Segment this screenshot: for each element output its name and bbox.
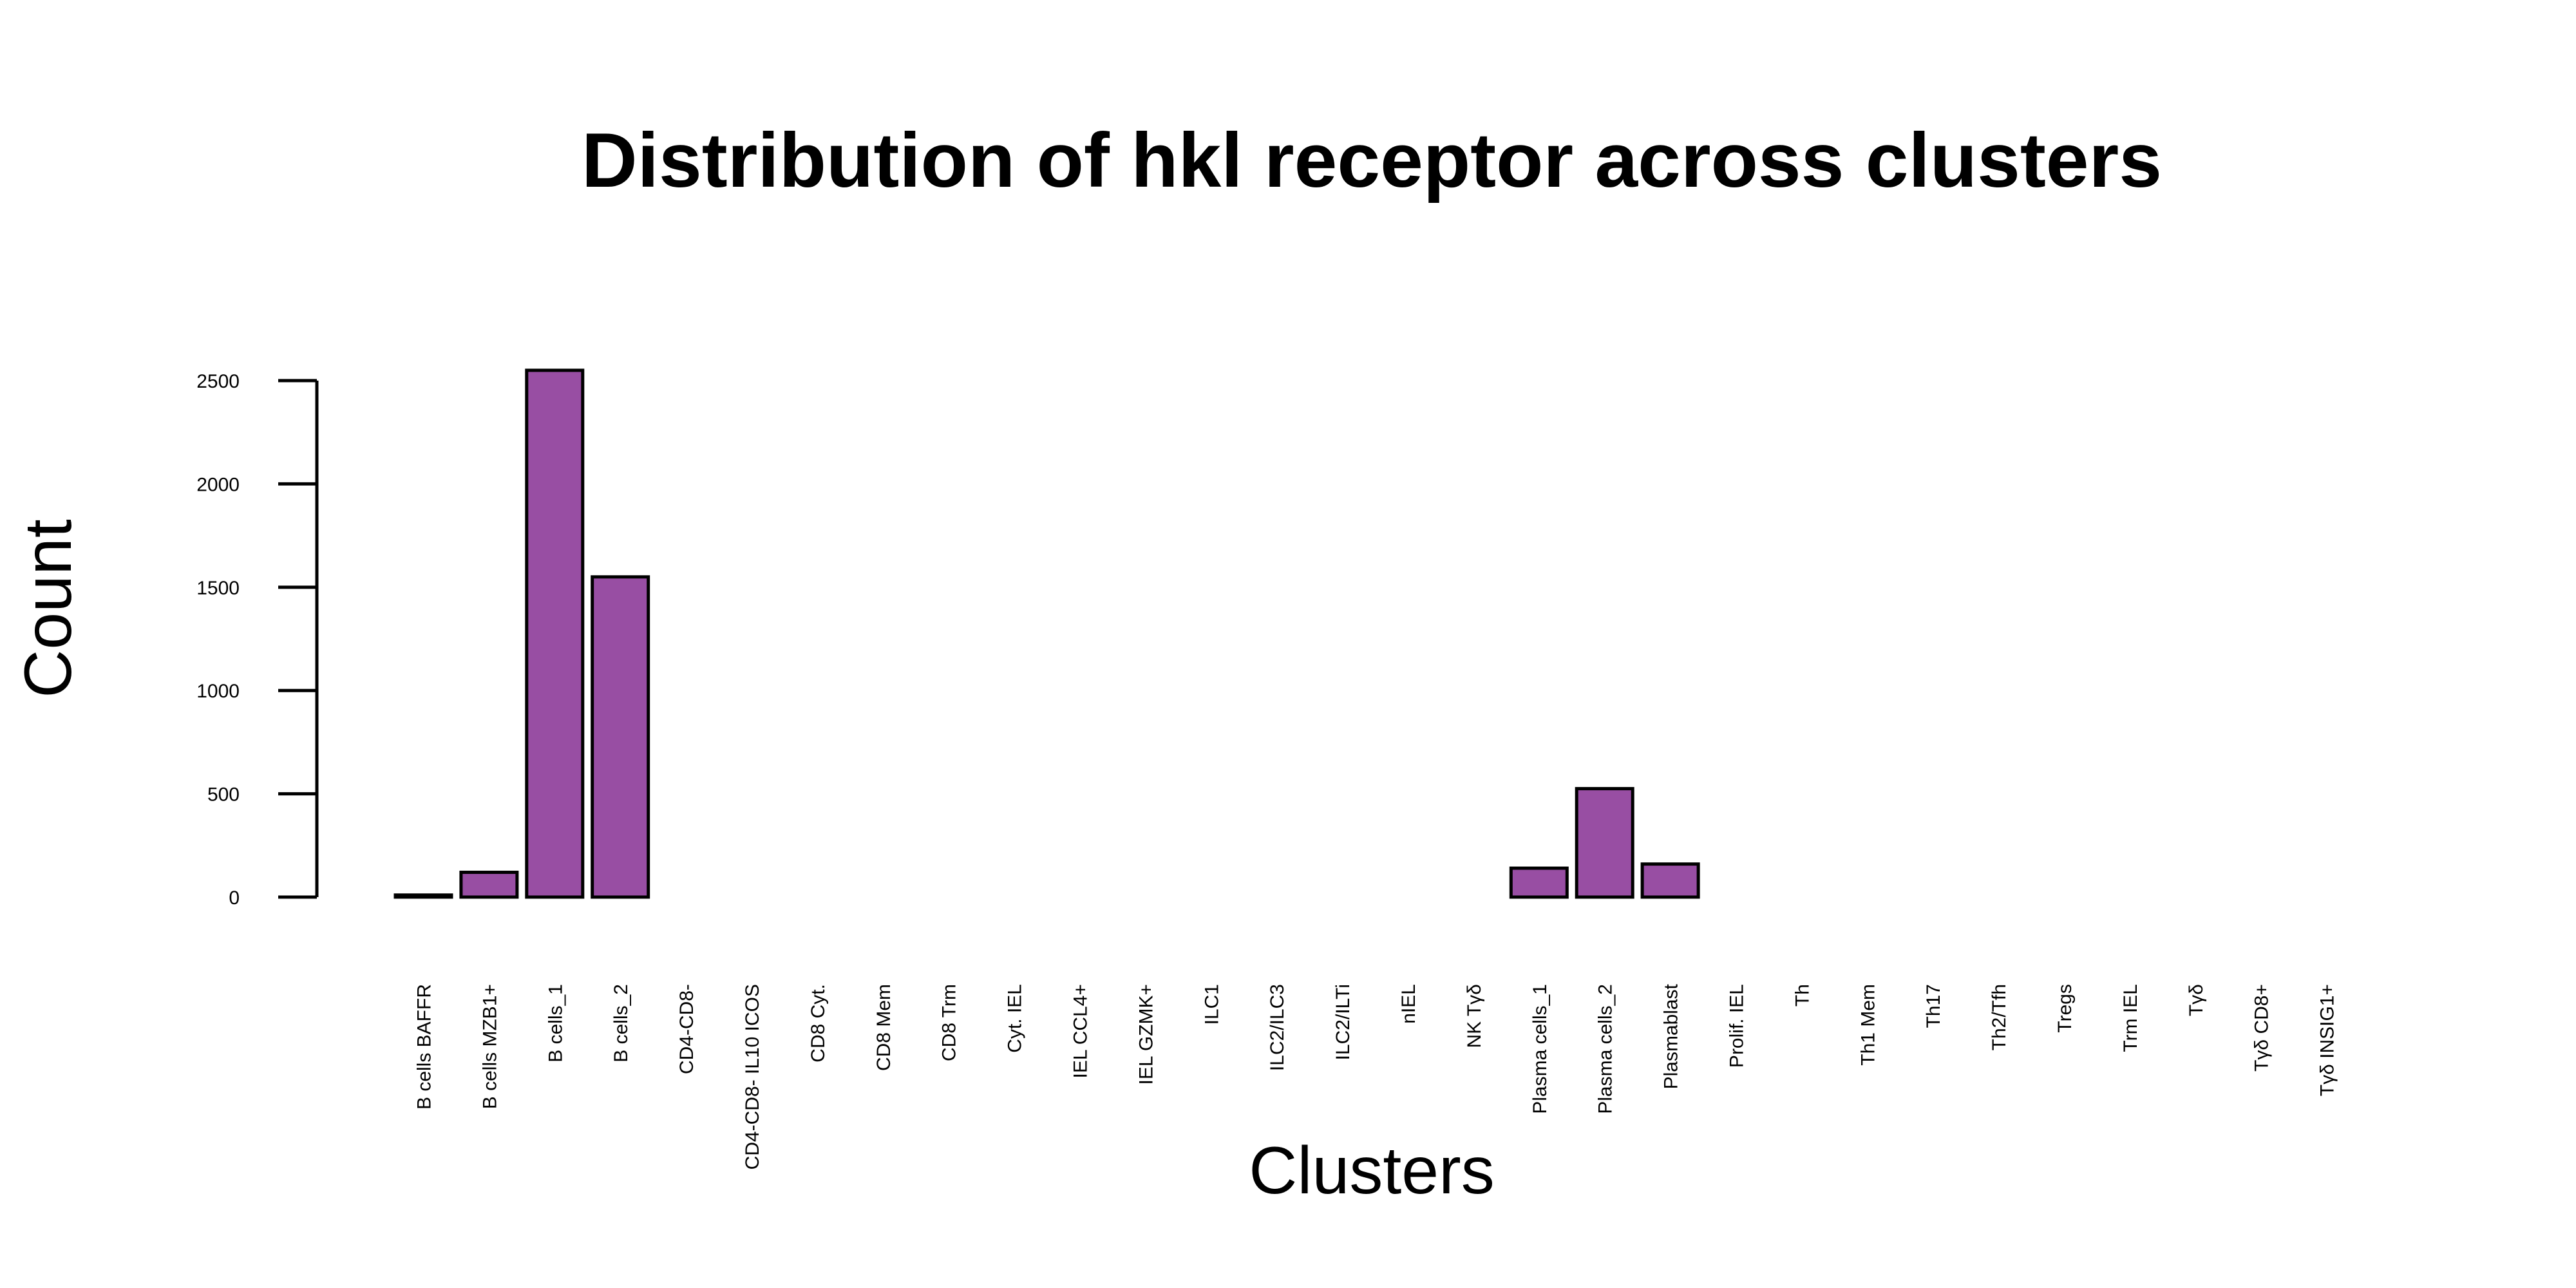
x-tick-label: Cyt. IEL bbox=[1005, 984, 1026, 1053]
x-tick-label: Plasmablast bbox=[1661, 983, 1682, 1089]
chart-title: Distribution of hkl receptor across clus… bbox=[582, 117, 2162, 204]
bar bbox=[1575, 787, 1634, 899]
y-tick-label: 0 bbox=[229, 887, 240, 909]
x-axis-label: Clusters bbox=[1249, 1133, 1494, 1208]
x-tick-label: B cells_2 bbox=[611, 984, 632, 1063]
x-tick-label: nIEL bbox=[1398, 984, 1419, 1024]
x-tick-label: CD4-CD8- IL10 ICOS bbox=[742, 984, 763, 1170]
x-tick-label: Plasma cells_1 bbox=[1530, 984, 1551, 1114]
y-tick-label: 1000 bbox=[196, 681, 240, 702]
x-tick-label: IEL GZMK+ bbox=[1135, 984, 1157, 1084]
y-tick-label: 2500 bbox=[196, 371, 240, 392]
x-tick-label: Tγδ INSIG1+ bbox=[2317, 984, 2338, 1096]
x-tick-label: B cells MZB1+ bbox=[479, 984, 500, 1109]
x-tick-label: B cells_1 bbox=[545, 984, 566, 1063]
x-tick-label: CD8 Mem bbox=[873, 984, 895, 1071]
x-tick-label: ILC2/ILC3 bbox=[1267, 984, 1288, 1071]
x-tick-label: NK Tγδ bbox=[1464, 984, 1485, 1048]
x-tick-label: Prolif. IEL bbox=[1727, 984, 1748, 1068]
y-tick-label: 500 bbox=[207, 784, 240, 806]
x-tick-label: Plasma cells_2 bbox=[1595, 984, 1616, 1114]
x-tick-label: Tγδ CD8+ bbox=[2251, 984, 2273, 1072]
bar bbox=[1640, 862, 1700, 899]
x-axis-labels: B cells BAFFR B cells MZB1+ B cells_1 B cel… bbox=[414, 983, 2338, 1170]
x-tick-label: Tγδ bbox=[2186, 984, 2207, 1016]
bar bbox=[459, 871, 519, 899]
x-tick-label: CD4-CD8- bbox=[676, 984, 697, 1074]
x-tick-label: Trm IEL bbox=[2120, 984, 2141, 1052]
bars bbox=[393, 368, 1700, 899]
x-tick-label: ILC1 bbox=[1201, 984, 1222, 1025]
bar bbox=[525, 368, 585, 899]
bar bbox=[393, 893, 453, 899]
x-tick-label: Th bbox=[1792, 984, 1813, 1007]
y-axis-label: Count bbox=[11, 519, 86, 698]
x-tick-label: ILC2/ILTi bbox=[1332, 984, 1354, 1060]
x-tick-label: CD8 Cyt. bbox=[808, 984, 829, 1063]
x-tick-label: IEL CCL4+ bbox=[1070, 984, 1092, 1078]
bar bbox=[591, 575, 650, 899]
y-axis: 0 500 1000 1500 2000 2500 bbox=[196, 371, 319, 909]
bar bbox=[1509, 866, 1569, 899]
x-tick-label: Th1 Mem bbox=[1857, 984, 1879, 1066]
x-tick-label: CD8 Trm bbox=[939, 984, 960, 1061]
y-tick-label: 2000 bbox=[196, 474, 240, 495]
x-tick-label: Th17 bbox=[1923, 984, 1944, 1028]
y-tick-label: 1500 bbox=[196, 578, 240, 599]
x-tick-label: Th2/Tfh bbox=[1989, 984, 2010, 1050]
x-tick-label: B cells BAFFR bbox=[414, 984, 435, 1110]
x-tick-label: Tregs bbox=[2054, 984, 2076, 1033]
